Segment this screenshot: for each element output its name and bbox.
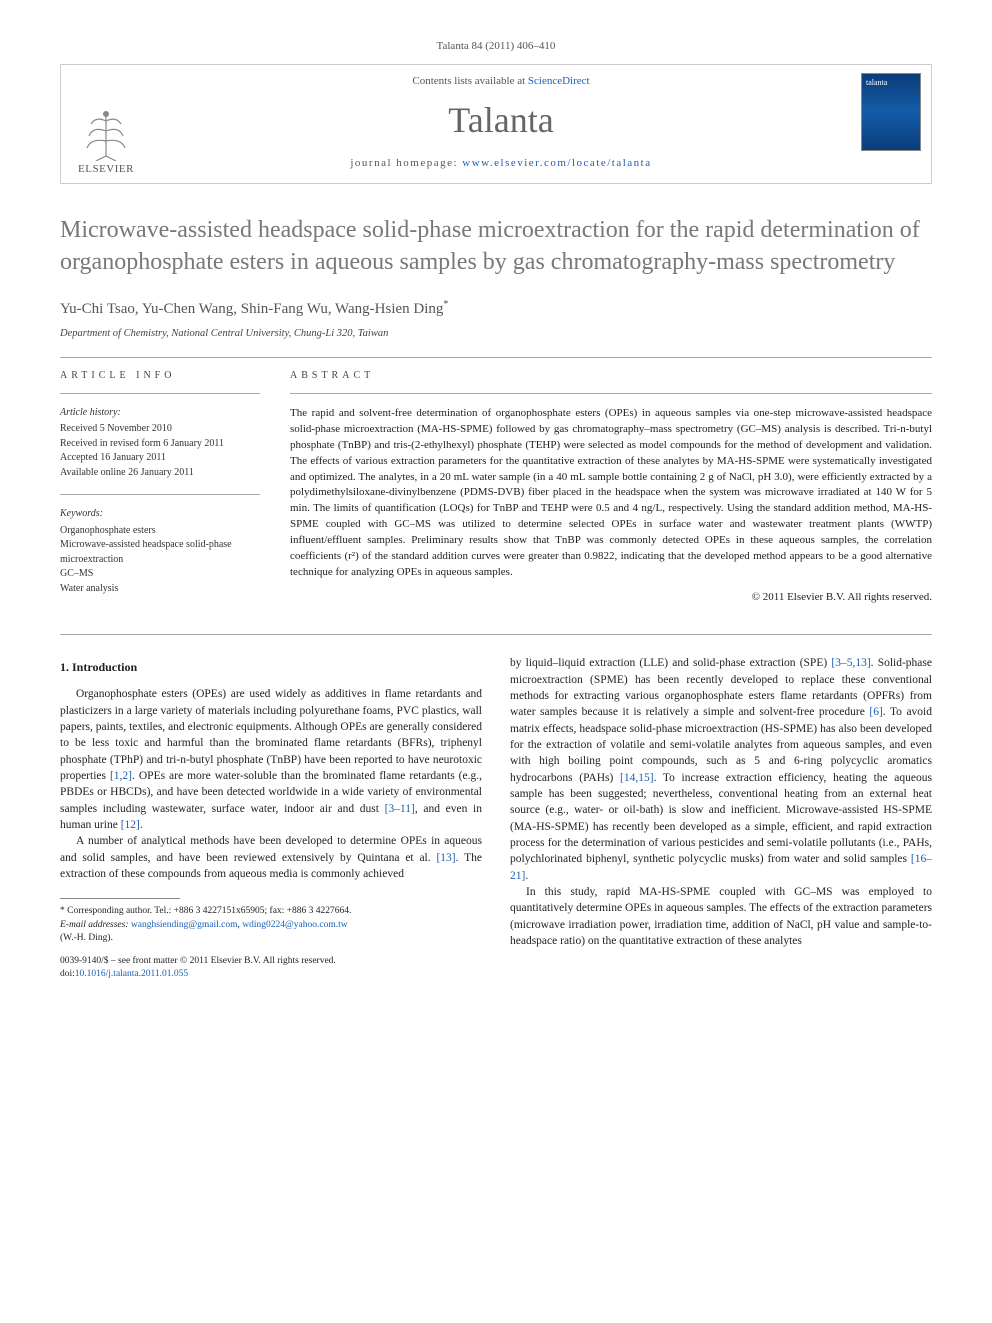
body-paragraph: A number of analytical methods have been… bbox=[60, 833, 482, 882]
contents-line: Contents lists available at ScienceDirec… bbox=[151, 75, 851, 87]
history-item: Received in revised form 6 January 2011 bbox=[60, 437, 260, 452]
history-item: Accepted 16 January 2011 bbox=[60, 451, 260, 466]
sciencedirect-link[interactable]: ScienceDirect bbox=[528, 75, 590, 87]
doi-label: doi: bbox=[60, 969, 75, 979]
info-divider-1 bbox=[60, 393, 260, 394]
abstract-divider bbox=[290, 393, 932, 394]
authors-line: Yu-Chi Tsao, Yu-Chen Wang, Shin-Fang Wu,… bbox=[60, 299, 932, 318]
info-divider-2 bbox=[60, 494, 260, 495]
email-link[interactable]: wding0224@yahoo.com.tw bbox=[242, 920, 347, 930]
corr-author-info: * Corresponding author. Tel.: +886 3 422… bbox=[60, 905, 482, 918]
body-col-left: 1. Introduction Organophosphate esters (… bbox=[60, 655, 482, 981]
footer-copyright: 0039-9140/$ – see front matter © 2011 El… bbox=[60, 955, 482, 982]
journal-cover: talanta bbox=[851, 65, 931, 183]
ref-link[interactable]: [3–5,13] bbox=[831, 657, 870, 669]
cover-thumbnail: talanta bbox=[861, 73, 921, 151]
abstract-label: ABSTRACT bbox=[290, 370, 932, 381]
keywords-title: Keywords: bbox=[60, 507, 260, 522]
front-matter-line: 0039-9140/$ – see front matter © 2011 El… bbox=[60, 955, 482, 968]
journal-header-box: ELSEVIER Contents lists available at Sci… bbox=[60, 64, 932, 184]
article-info-column: ARTICLE INFO Article history: Received 5… bbox=[60, 370, 260, 611]
keywords-block: Keywords: Organophosphate esters Microwa… bbox=[60, 507, 260, 596]
divider-top bbox=[60, 357, 932, 358]
article-history: Article history: Received 5 November 201… bbox=[60, 406, 260, 481]
publisher-logo: ELSEVIER bbox=[61, 65, 151, 183]
ref-link[interactable]: [6] bbox=[869, 706, 882, 718]
body-paragraph: Organophosphate esters (OPEs) are used w… bbox=[60, 686, 482, 833]
article-info-label: ARTICLE INFO bbox=[60, 370, 260, 381]
section-heading: 1. Introduction bbox=[60, 659, 482, 676]
article-title: Microwave-assisted headspace solid-phase… bbox=[60, 214, 932, 279]
citation-header: Talanta 84 (2011) 406–410 bbox=[60, 40, 932, 52]
homepage-line: journal homepage: www.elsevier.com/locat… bbox=[151, 157, 851, 169]
ref-link[interactable]: [12] bbox=[121, 819, 140, 831]
history-title: Article history: bbox=[60, 406, 260, 421]
ref-link[interactable]: [14,15] bbox=[620, 772, 654, 784]
corr-marker: * bbox=[443, 299, 448, 310]
abstract-text: The rapid and solvent-free determination… bbox=[290, 406, 932, 581]
ref-link[interactable]: [3–11] bbox=[385, 803, 415, 815]
contents-prefix: Contents lists available at bbox=[412, 75, 527, 87]
author-paren: (W.-H. Ding). bbox=[60, 932, 482, 945]
body-text: . To increase extraction efficiency, hea… bbox=[510, 772, 932, 866]
affiliation: Department of Chemistry, National Centra… bbox=[60, 328, 932, 339]
body-columns: 1. Introduction Organophosphate esters (… bbox=[60, 655, 932, 981]
history-item: Available online 26 January 2011 bbox=[60, 466, 260, 481]
corresponding-footnote: * Corresponding author. Tel.: +886 3 422… bbox=[60, 905, 482, 945]
email-link[interactable]: wanghsiending@gmail.com bbox=[131, 920, 238, 930]
body-text: by liquid–liquid extraction (LLE) and so… bbox=[510, 657, 831, 669]
body-paragraph: by liquid–liquid extraction (LLE) and so… bbox=[510, 655, 932, 884]
keyword-item: Microwave-assisted headspace solid-phase… bbox=[60, 538, 260, 567]
abstract-column: ABSTRACT The rapid and solvent-free dete… bbox=[290, 370, 932, 611]
divider-bottom bbox=[60, 634, 932, 635]
ref-link[interactable]: [13] bbox=[436, 852, 455, 864]
doi-link[interactable]: 10.1016/j.talanta.2011.01.055 bbox=[75, 969, 188, 979]
footnote-separator bbox=[60, 898, 180, 899]
homepage-prefix: journal homepage: bbox=[350, 157, 462, 169]
keyword-item: Water analysis bbox=[60, 582, 260, 597]
homepage-link[interactable]: www.elsevier.com/locate/talanta bbox=[462, 157, 651, 169]
keyword-item: Organophosphate esters bbox=[60, 524, 260, 539]
history-item: Received 5 November 2010 bbox=[60, 422, 260, 437]
body-paragraph: In this study, rapid MA-HS-SPME coupled … bbox=[510, 884, 932, 949]
publisher-name: ELSEVIER bbox=[78, 163, 134, 175]
body-text: Organophosphate esters (OPEs) are used w… bbox=[60, 688, 482, 782]
body-text: A number of analytical methods have been… bbox=[60, 835, 482, 863]
body-text: . bbox=[140, 819, 143, 831]
cover-label: talanta bbox=[866, 78, 916, 87]
authors-text: Yu-Chi Tsao, Yu-Chen Wang, Shin-Fang Wu,… bbox=[60, 301, 443, 317]
body-text: . bbox=[525, 870, 528, 882]
email-label: E-mail addresses: bbox=[60, 920, 131, 930]
abstract-copyright: © 2011 Elsevier B.V. All rights reserved… bbox=[290, 591, 932, 603]
body-col-right: by liquid–liquid extraction (LLE) and so… bbox=[510, 655, 932, 981]
elsevier-tree-icon bbox=[81, 106, 131, 161]
ref-link[interactable]: [1,2] bbox=[110, 770, 132, 782]
journal-name: Talanta bbox=[151, 99, 851, 141]
keyword-item: GC–MS bbox=[60, 567, 260, 582]
